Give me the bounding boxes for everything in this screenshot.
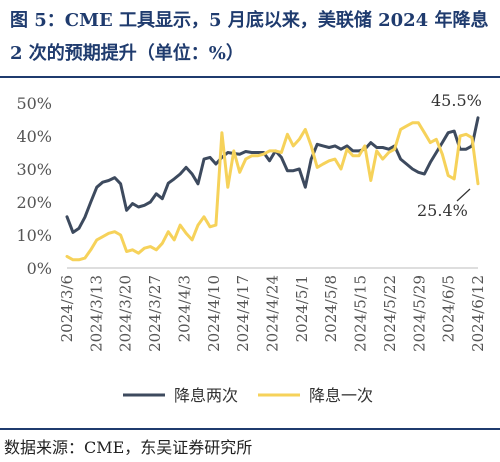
x-tick-label: 2024/6/5 xyxy=(440,275,458,342)
annotations: 45.5% 25.4% xyxy=(417,91,482,220)
legend: 降息两次 降息一次 xyxy=(123,386,373,405)
x-tick-label: 2024/6/12 xyxy=(469,275,487,352)
x-axis: 2024/3/6 2024/3/13 2024/3/20 2024/3/27 2024/… xyxy=(58,267,487,352)
chart-title: 图 5：CME 工具显示，5 月底以来，美联储 2024 年降息 2 次的预期提… xyxy=(10,10,489,64)
line-chart: 0%10%20%30%40%50% 2024/3/6 2024/3/13 2024/… xyxy=(16,91,487,405)
annotation-two-cuts: 45.5% xyxy=(431,91,482,110)
x-tick-label: 2024/4/3 xyxy=(175,275,193,342)
x-tick-label: 2024/3/27 xyxy=(146,275,164,352)
series-lines xyxy=(65,116,480,262)
x-tick-label: 2024/5/8 xyxy=(322,275,340,342)
y-axis: 0% 10% 20% 30% 40% 50% xyxy=(16,94,52,278)
x-tick-label: 2024/5/15 xyxy=(352,275,370,352)
x-tick-label: 2024/4/17 xyxy=(234,275,252,352)
y-tick-label: 40% xyxy=(16,127,52,146)
title-divider xyxy=(0,76,500,78)
annotation-pointer xyxy=(456,188,471,202)
x-tick-label: 2024/3/6 xyxy=(58,275,76,342)
y-tick-label: 30% xyxy=(16,160,52,179)
legend-label: 降息两次 xyxy=(174,386,238,405)
x-tick-label: 2024/4/24 xyxy=(264,275,282,352)
series-line-2 xyxy=(65,121,480,262)
annotation-one-cut: 25.4% xyxy=(417,201,468,220)
y-tick-label: 50% xyxy=(16,94,52,113)
y-tick-label: 10% xyxy=(16,226,52,245)
x-tick-label: 2024/5/29 xyxy=(410,275,428,352)
x-tick-label: 2024/3/13 xyxy=(87,275,105,352)
footer-divider xyxy=(0,428,500,430)
x-tick-label: 2024/5/22 xyxy=(381,275,399,352)
source-note: 数据来源：CME，东吴证券研究所 xyxy=(4,438,253,457)
y-tick-label: 0% xyxy=(27,259,52,278)
series-line-1 xyxy=(65,116,480,234)
x-tick-label: 2024/4/10 xyxy=(205,275,223,352)
x-tick-label: 2024/5/1 xyxy=(293,275,311,342)
x-tick-label: 2024/3/20 xyxy=(117,275,135,352)
y-tick-label: 20% xyxy=(16,193,52,212)
legend-label: 降息一次 xyxy=(309,386,373,405)
